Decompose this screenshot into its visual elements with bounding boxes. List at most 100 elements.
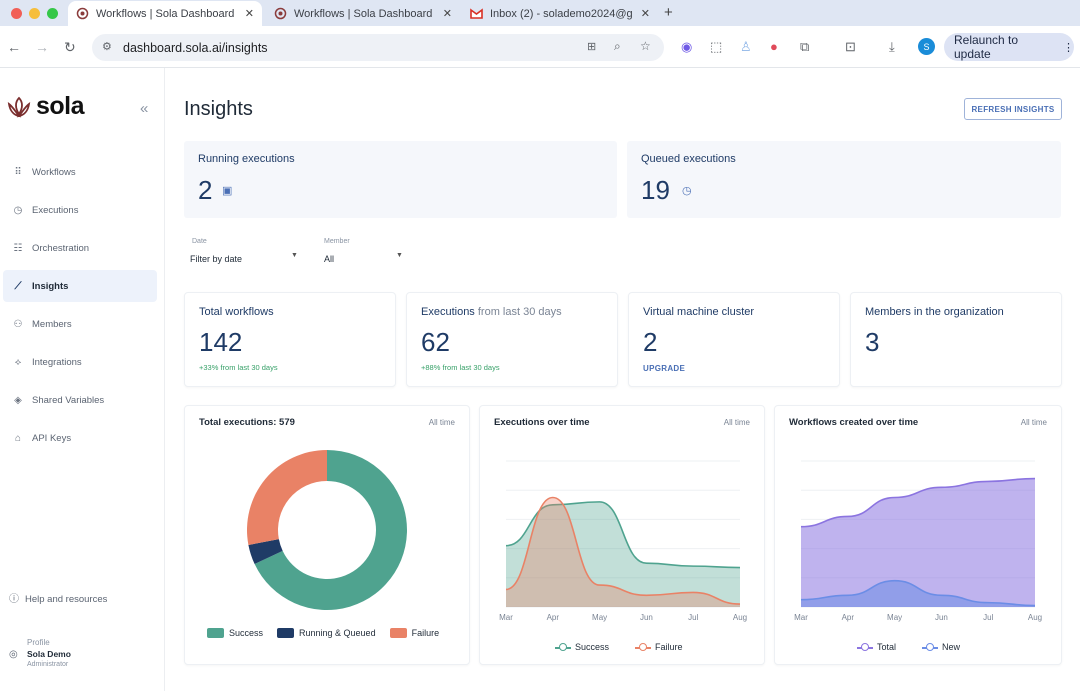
area-success — [506, 501, 740, 607]
sola-logo[interactable]: sola — [6, 92, 85, 121]
legend-label-running: Running & Queued — [299, 628, 376, 638]
tab-title: Workflows | Sola Dashboard — [294, 7, 433, 20]
executions-legend: Success Failure — [555, 642, 683, 652]
total-executions-chart-card: Total executions: 579 All time Success R… — [184, 405, 470, 665]
maximize-window-button[interactable] — [47, 8, 58, 19]
sidebar-item-api-keys[interactable]: ⌂ API Keys — [3, 422, 157, 454]
date-filter-value: Filter by date — [190, 254, 243, 264]
workflows-area-chart: Mar Apr May Jun Jul Aug — [794, 460, 1042, 622]
sidebar-item-members[interactable]: ⚇ Members — [3, 308, 157, 340]
url-text: dashboard.sola.ai/insights — [123, 41, 268, 55]
executions-delta: +88% from last 30 days — [421, 363, 500, 372]
vm-cluster-card: Virtual machine cluster 2 UPGRADE — [628, 292, 840, 387]
browser-tab-1[interactable]: Workflows | Sola Dashboard ✕ — [68, 1, 262, 26]
executions-card: Executions from last 30 days 62 +88% fro… — [406, 292, 618, 387]
running-executions-value: 2 — [198, 175, 213, 205]
minimize-window-button[interactable] — [29, 8, 40, 19]
close-window-button[interactable] — [11, 8, 22, 19]
relaunch-button[interactable]: Relaunch to update ⋮ — [944, 33, 1074, 61]
legend-marker-new — [922, 642, 939, 652]
total-workflows-card: Total workflows 142 +33% from last 30 da… — [184, 292, 396, 387]
date-filter-label: Date — [192, 238, 207, 245]
sidebar-item-workflows[interactable]: ⠿ Workflows — [3, 156, 157, 188]
line-new — [800, 579, 1036, 607]
sidebar-item-insights[interactable]: ⟋ Insights — [3, 270, 157, 302]
legend-marker-failure — [635, 642, 652, 652]
collapse-sidebar-icon[interactable]: « — [140, 100, 149, 117]
install-app-icon[interactable]: ⊞ — [587, 41, 597, 53]
layers-icon: ◈ — [14, 394, 22, 406]
x-tick-label: Mar — [499, 613, 513, 622]
donut-slice-success[interactable] — [254, 450, 408, 610]
legend-label-success: Success — [575, 642, 610, 652]
puzzle-icon: ⟡ — [14, 356, 22, 368]
donut-slice-failure[interactable] — [247, 450, 327, 545]
sidebar-item-orchestration[interactable]: ☷ Orchestration — [3, 232, 157, 264]
donut-slice-running-queued[interactable] — [248, 539, 283, 565]
browser-tab-2[interactable]: Workflows | Sola Dashboard ✕ — [266, 1, 460, 26]
executions-label-row: Executions from last 30 days — [421, 306, 562, 318]
refresh-insights-button[interactable]: REFRESH INSIGHTS — [964, 98, 1062, 120]
date-filter[interactable]: Date Filter by date ▼ — [184, 236, 306, 272]
extensions-puzzle-icon[interactable]: ⧉ — [800, 39, 810, 54]
legend-marker-success — [555, 642, 571, 652]
area-total — [801, 478, 1035, 607]
profile-label: Profile — [27, 638, 50, 647]
chart-title: Executions over time — [494, 417, 590, 428]
sidebar-item-executions[interactable]: ◷ Executions — [3, 194, 157, 226]
sidebar-item-integrations[interactable]: ⟡ Integrations — [3, 346, 157, 378]
download-icon[interactable]: ⤓ — [889, 39, 895, 54]
legend-swatch-success — [207, 628, 224, 638]
sidebar-item-label: Workflows — [32, 166, 76, 178]
page-title: Insights — [184, 98, 253, 120]
extension-figure-icon[interactable]: ♙ — [740, 39, 752, 54]
chevron-down-icon: ▼ — [396, 252, 403, 259]
total-workflows-label: Total workflows — [199, 306, 274, 318]
sola-favicon-icon — [76, 7, 89, 20]
x-tick-label: Aug — [1028, 613, 1042, 622]
running-executions-label: Running executions — [198, 153, 295, 165]
zoom-icon[interactable]: ⌕ — [614, 39, 621, 53]
executions-label: Executions — [421, 306, 475, 318]
executions-value: 62 — [421, 327, 450, 357]
close-tab-icon[interactable]: ✕ — [442, 8, 452, 20]
back-icon[interactable]: ← — [7, 39, 21, 55]
reload-icon[interactable]: ↻ — [64, 39, 76, 55]
profile-avatar[interactable]: S — [918, 38, 935, 55]
queued-executions-label: Queued executions — [641, 153, 736, 165]
clock-icon: ◷ — [682, 185, 692, 197]
grid-icon: ⠿ — [14, 166, 22, 178]
total-workflows-delta: +33% from last 30 days — [199, 363, 278, 372]
x-tick-label: Aug — [733, 613, 747, 622]
legend-swatch-failure — [389, 628, 407, 638]
member-filter[interactable]: Member All ▼ — [316, 236, 410, 272]
extension-capture-icon[interactable]: ⬚ — [710, 39, 723, 54]
profile-block[interactable]: Profile Sola Demo Administrator — [27, 638, 71, 668]
x-tick-label: Jun — [935, 613, 948, 622]
executions-over-time-chart-card: Executions over time All time Mar Apr May J… — [479, 405, 765, 665]
x-tick-label: May — [592, 613, 607, 622]
browser-toolbar: ← → ↻ ⚙ dashboard.sola.ai/insights ⊞ ⌕ ☆… — [0, 26, 1080, 68]
help-and-resources-link[interactable]: ⓘ Help and resources — [9, 590, 107, 605]
extension-purple-icon[interactable]: ◉ — [681, 39, 693, 54]
bookmark-star-icon[interactable]: ☆ — [640, 39, 651, 53]
close-tab-icon[interactable]: ✕ — [640, 8, 650, 20]
line-success — [505, 501, 741, 569]
extension-red-icon[interactable]: ● — [770, 39, 778, 54]
profile-name: Sola Demo — [27, 649, 71, 659]
clock-icon: ◷ — [13, 204, 23, 216]
site-settings-icon[interactable]: ⚙ — [102, 41, 112, 53]
line-total — [800, 477, 1036, 528]
legend-marker-total — [857, 642, 873, 652]
browser-tab-3[interactable]: Inbox (2) - solademo2024@g ✕ — [462, 1, 658, 26]
new-tab-icon[interactable]: + — [664, 4, 673, 21]
members-value: 3 — [865, 327, 880, 357]
tab-search-icon[interactable]: ⊡ — [845, 39, 856, 54]
members-label: Members in the organization — [865, 306, 1004, 318]
address-bar[interactable]: ⚙ dashboard.sola.ai/insights ⊞ ⌕ ☆ — [92, 34, 664, 61]
close-tab-icon[interactable]: ✕ — [244, 8, 254, 20]
forward-icon[interactable]: → — [35, 39, 49, 55]
sidebar-item-shared-variables[interactable]: ◈ Shared Variables — [3, 384, 157, 416]
sola-favicon-icon — [274, 7, 287, 20]
upgrade-link[interactable]: UPGRADE — [643, 364, 686, 373]
